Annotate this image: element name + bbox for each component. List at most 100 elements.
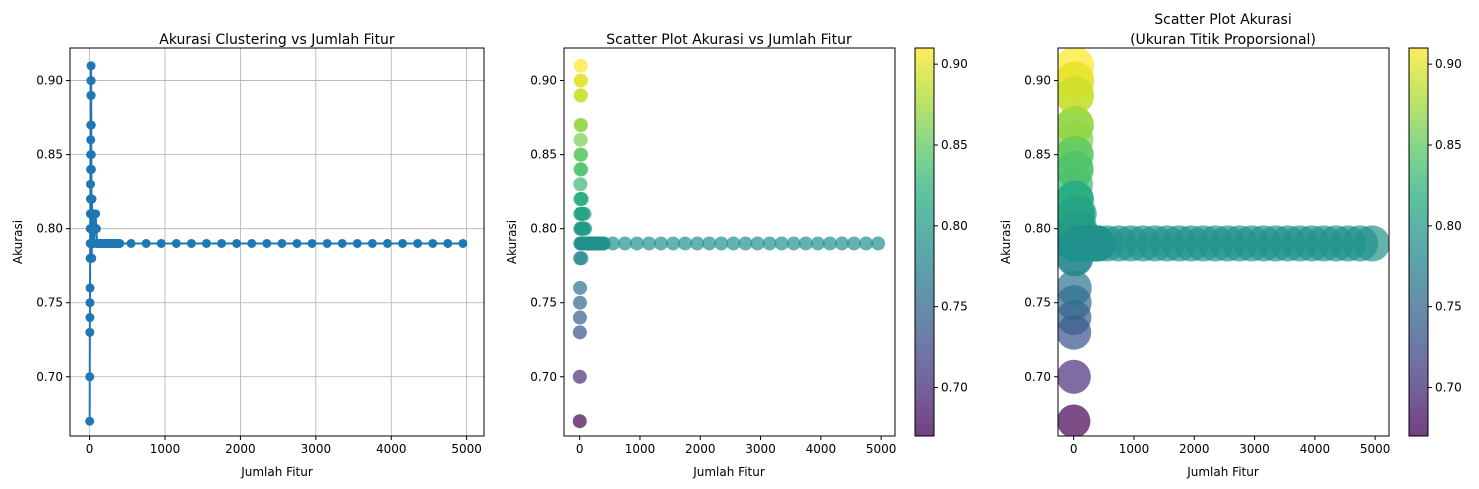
chart-1-axes: 0 1000 2000 3000 4000 5000 0.70 0.75 0.80 0.85 0.9…	[36, 74, 482, 456]
chart-1-point	[428, 238, 438, 248]
chart-1-point	[115, 238, 125, 248]
chart-1-xtick-label: 3000	[301, 442, 332, 456]
chart-1-xlabel: Jumlah Fitur	[240, 465, 313, 479]
chart-2-point	[714, 236, 729, 251]
chart-2-point	[573, 132, 588, 147]
chart-2-point	[750, 236, 765, 251]
chart-2-point	[762, 236, 777, 251]
chart-2-xtick-label: 0	[576, 442, 584, 456]
chart-2-ytick-label: 0.85	[530, 148, 557, 162]
chart-1-point	[443, 238, 453, 248]
chart-2-ytick-label: 0.75	[530, 296, 557, 310]
chart-2-point	[577, 206, 592, 221]
chart-panel-1: Akurasi Clustering vs Jumlah Fitur 0 1000…	[11, 32, 485, 479]
chart-3-xtick-label: 4000	[1300, 442, 1331, 456]
chart-1-point	[86, 61, 96, 71]
chart-1-point	[247, 238, 257, 248]
chart-2-point	[654, 236, 669, 251]
chart-1-point	[86, 164, 96, 174]
chart-1-point	[87, 194, 97, 204]
chart-2-ytick-label: 0.70	[530, 370, 557, 384]
chart-2-point	[690, 236, 705, 251]
chart-2-point	[810, 236, 825, 251]
chart-3-point	[1058, 270, 1092, 306]
chart-3-axes: 0 1000 2000 3000 4000 5000 0.70 0.75 0.80 0.85 0.9…	[1024, 74, 1390, 456]
chart-2-point	[574, 251, 589, 266]
chart-1-xtick-label: 0	[86, 442, 94, 456]
chart-1-point	[217, 238, 227, 248]
chart-2-point	[573, 177, 588, 192]
chart-3-ytick-label: 0.90	[1024, 74, 1051, 88]
chart-1-point	[141, 238, 151, 248]
chart-1-ytick-label: 0.80	[36, 222, 63, 236]
chart-1-point	[91, 224, 101, 234]
chart-3-marks	[1058, 48, 1389, 436]
chart-2-point	[573, 58, 588, 73]
chart-3-xlabel: Jumlah Fitur	[1186, 465, 1259, 479]
chart-2-point	[574, 147, 589, 162]
chart-2-ylabel: Akurasi	[505, 220, 519, 264]
chart-1-point	[85, 298, 95, 308]
chart-1-ytick-label: 0.90	[36, 74, 63, 88]
chart-2-point	[834, 236, 849, 251]
chart-1-point	[85, 327, 95, 337]
chart-3-xtick-label: 3000	[1239, 442, 1270, 456]
chart-2-point	[871, 236, 886, 251]
chart-2-colorbar-tick-label: 0.85	[941, 138, 968, 152]
chart-2-point	[666, 236, 681, 251]
chart-3-point	[1354, 225, 1389, 262]
chart-2-point	[573, 73, 588, 88]
chart-1-ytick-label: 0.85	[36, 148, 63, 162]
chart-1-point	[367, 238, 377, 248]
chart-3-frame	[1057, 47, 1390, 437]
chart-2-point	[678, 236, 693, 251]
chart-2-point	[573, 280, 588, 295]
chart-1-point	[337, 238, 347, 248]
chart-2-axes: 0 1000 2000 3000 4000 5000 0.70 0.75 0.80 0.85 0.9…	[530, 74, 896, 456]
chart-3-xtick-label: 0	[1070, 442, 1078, 456]
chart-2-point	[847, 236, 862, 251]
chart-1-xtick-label: 2000	[225, 442, 256, 456]
chart-1-point	[413, 238, 423, 248]
chart-2-title: Scatter Plot Akurasi vs Jumlah Fitur	[606, 32, 852, 48]
chart-3-colorbar-tick-label: 0.80	[1435, 219, 1462, 233]
chart-2-colorbar	[914, 47, 935, 437]
chart-1-point	[86, 120, 96, 130]
chart-2-frame	[563, 47, 896, 437]
chart-2-point	[738, 236, 753, 251]
chart-2-point	[572, 414, 587, 429]
chart-1-xtick-label: 1000	[150, 442, 181, 456]
chart-1-ytick-label: 0.70	[36, 370, 63, 384]
chart-2-point	[629, 236, 644, 251]
chart-1-marks	[85, 61, 468, 426]
chart-2-ytick-label: 0.80	[530, 222, 557, 236]
chart-2-xlabel: Jumlah Fitur	[692, 465, 765, 479]
chart-2-point	[572, 325, 587, 340]
chart-2-point	[726, 236, 741, 251]
chart-1-point	[126, 238, 136, 248]
chart-2-xtick-label: 3000	[745, 442, 776, 456]
chart-2-point	[573, 88, 588, 103]
chart-2-point	[702, 236, 717, 251]
chart-1-ytick-label: 0.75	[36, 296, 63, 310]
chart-3-ytick-label: 0.70	[1024, 370, 1051, 384]
chart-3-colorbar-tick-label: 0.90	[1435, 57, 1462, 71]
chart-3-point	[1058, 76, 1095, 115]
chart-2-point	[786, 236, 801, 251]
chart-1-point	[85, 372, 95, 382]
chart-3-ytick-label: 0.80	[1024, 222, 1051, 236]
chart-2-point	[572, 310, 587, 325]
chart-2-colorbar-ticks: 0.70 0.75 0.80 0.85 0.90	[934, 57, 968, 395]
chart-1-point	[86, 135, 96, 145]
chart-2-point	[617, 236, 632, 251]
chart-1-point	[87, 253, 97, 263]
chart-2-point	[574, 162, 589, 177]
chart-1-point	[86, 90, 96, 100]
chart-1-point	[86, 179, 96, 189]
chart-1-point	[186, 238, 196, 248]
chart-3-point	[1058, 359, 1091, 394]
chart-1-point	[171, 238, 181, 248]
chart-1-title: Akurasi Clustering vs Jumlah Fitur	[159, 32, 395, 48]
chart-2-colorbar-tick-label: 0.80	[941, 219, 968, 233]
